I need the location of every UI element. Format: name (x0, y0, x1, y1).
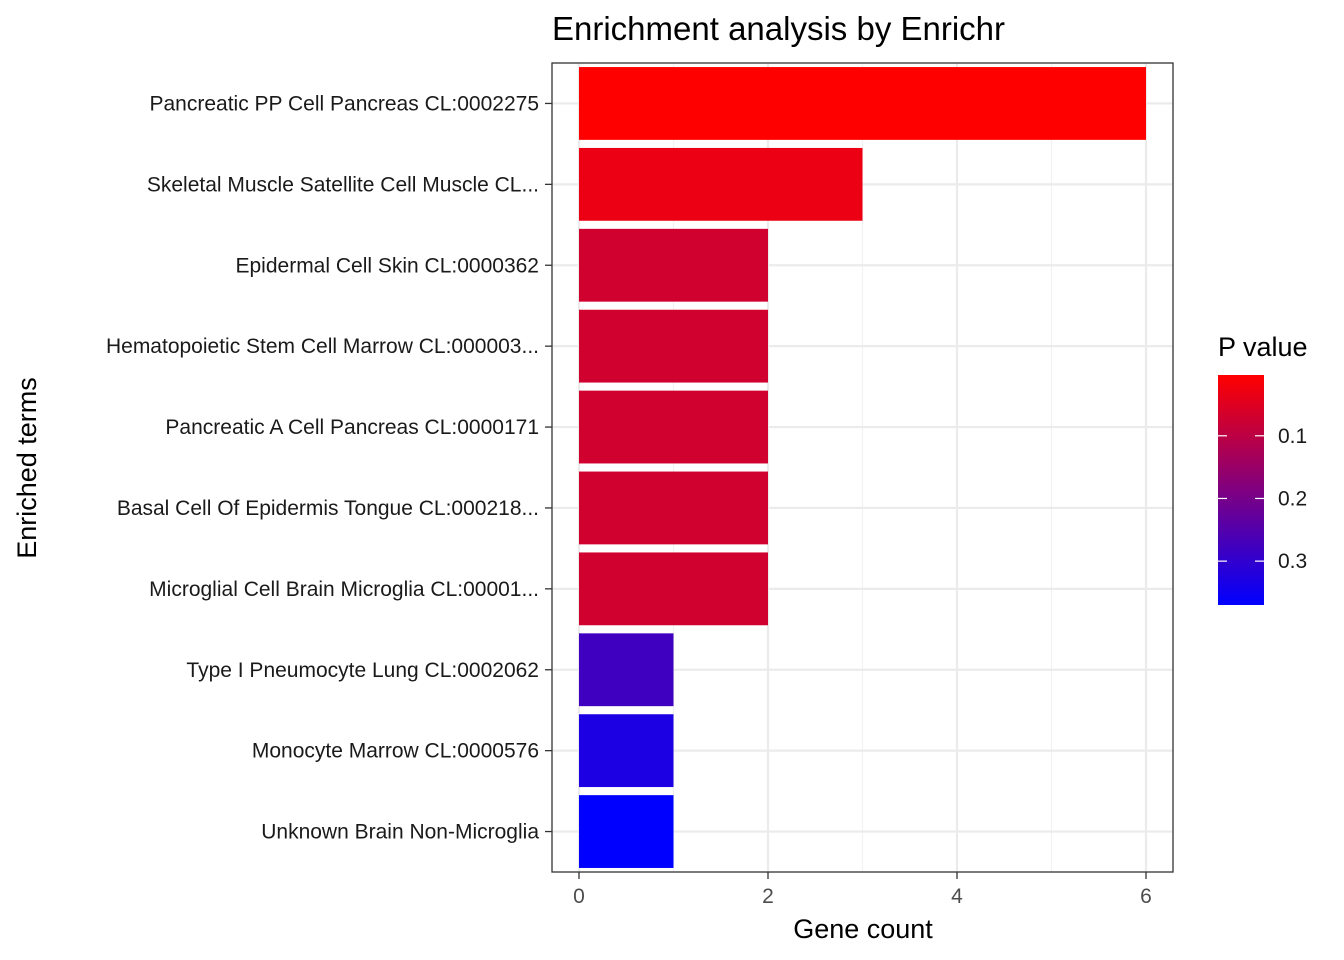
bar (579, 471, 768, 545)
color-legend: P value 0.1 0.2 0.3 (1218, 332, 1308, 605)
x-axis-title: Gene count (793, 914, 933, 944)
bar (579, 147, 863, 221)
bar (579, 309, 768, 383)
legend-tick-label: 0.2 (1278, 487, 1307, 510)
bar (579, 67, 1146, 140)
y-axis-title: Enriched terms (12, 377, 42, 559)
y-tick-label: Pancreatic PP Cell Pancreas CL:0002275 (149, 92, 539, 115)
y-tick-label: Basal Cell Of Epidermis Tongue CL:000218… (117, 497, 539, 520)
y-tick-label: Type I Pneumocyte Lung CL:0002062 (186, 659, 539, 682)
y-tick-label: Epidermal Cell Skin CL:0000362 (235, 254, 539, 277)
bar (579, 633, 674, 707)
legend-tick-label: 0.3 (1278, 550, 1307, 573)
x-tick-label: 6 (1140, 885, 1152, 908)
x-tick-label: 2 (762, 885, 774, 908)
bar (579, 552, 768, 626)
x-tick-label: 0 (573, 885, 585, 908)
x-tick-label: 4 (951, 885, 963, 908)
legend-tick-label: 0.1 (1278, 425, 1307, 448)
y-tick-label: Microglial Cell Brain Microglia CL:00001… (149, 578, 539, 601)
legend-title: P value (1218, 332, 1308, 362)
plot-area: Pancreatic PP Cell Pancreas CL:0002275 Sk… (106, 62, 1174, 908)
y-tick-label: Unknown Brain Non-Microglia (261, 821, 539, 844)
bar (579, 795, 674, 868)
chart-title: Enrichment analysis by Enrichr (552, 10, 1005, 47)
bar (579, 390, 768, 464)
plot-border (551, 62, 1174, 873)
legend-colorbar (1218, 375, 1264, 605)
y-tick-label: Skeletal Muscle Satellite Cell Muscle CL… (147, 173, 539, 196)
bar (579, 228, 768, 302)
y-tick-label: Monocyte Marrow CL:0000576 (252, 740, 539, 763)
y-tick-label: Pancreatic A Cell Pancreas CL:0000171 (165, 416, 539, 439)
y-tick-label: Hematopoietic Stem Cell Marrow CL:000003… (106, 335, 539, 358)
bar (579, 714, 674, 788)
